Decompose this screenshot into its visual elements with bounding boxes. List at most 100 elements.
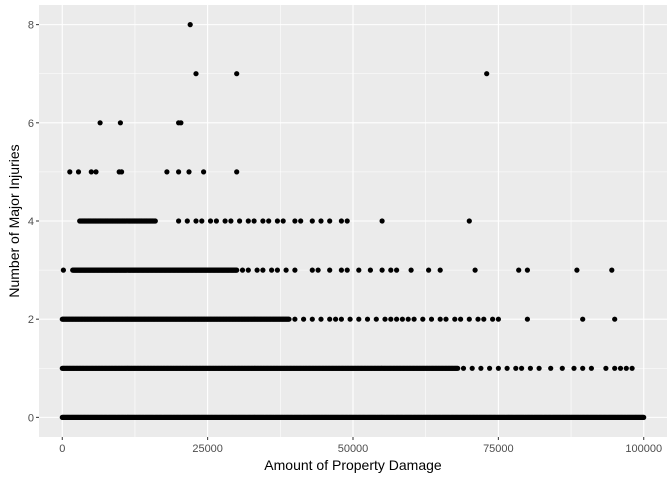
data-point: [548, 365, 554, 371]
data-point: [487, 365, 493, 371]
data-point: [629, 365, 635, 371]
data-point: [536, 365, 542, 371]
data-point: [475, 316, 481, 322]
data-point: [574, 267, 580, 273]
data-point: [201, 169, 207, 175]
data-point: [394, 267, 400, 273]
data-point: [280, 218, 286, 224]
data-point: [458, 316, 464, 322]
data-point: [367, 267, 373, 273]
data-point: [356, 316, 362, 322]
data-point: [60, 267, 66, 273]
data-point: [176, 169, 182, 175]
data-point: [283, 267, 289, 273]
data-point: [344, 218, 350, 224]
data-point: [513, 365, 519, 371]
data-point: [97, 120, 103, 126]
data-point: [516, 267, 522, 273]
y-tick-label: 2: [28, 314, 34, 326]
data-point: [327, 218, 333, 224]
data-point: [274, 267, 280, 273]
y-axis-title: Number of Major Injuries: [6, 144, 22, 297]
data-point: [88, 169, 94, 175]
data-point: [612, 316, 618, 322]
data-point: [245, 267, 251, 273]
y-tick-label: 6: [28, 118, 34, 130]
data-point: [199, 218, 205, 224]
data-point: [388, 267, 394, 273]
data-point: [437, 267, 443, 273]
data-point: [176, 218, 182, 224]
data-point: [580, 316, 586, 322]
data-point: [119, 169, 125, 175]
data-point: [93, 169, 99, 175]
data-point: [472, 267, 478, 273]
y-axis: 0 2 4 6 8: [28, 20, 39, 424]
data-point: [344, 267, 350, 273]
data-point: [237, 218, 243, 224]
data-point: [234, 169, 240, 175]
data-point: [408, 267, 414, 273]
data-point: [318, 218, 324, 224]
data-point: [379, 218, 385, 224]
data-point: [186, 169, 192, 175]
data-point: [527, 365, 534, 371]
data-point: [274, 218, 280, 224]
data-point: [617, 365, 624, 371]
data-point: [405, 316, 411, 322]
data-point: [298, 218, 304, 224]
y-tick-label: 8: [28, 20, 34, 32]
data-point: [379, 267, 385, 273]
data-point: [338, 267, 344, 273]
data-point: [239, 267, 246, 273]
data-point: [75, 169, 82, 175]
data-point: [338, 316, 344, 322]
data-point: [609, 267, 615, 273]
data-point: [338, 218, 344, 224]
data-point: [580, 365, 586, 371]
data-point: [260, 267, 266, 273]
data-point: [184, 218, 190, 224]
data-point: [164, 169, 170, 175]
data-point: [301, 316, 307, 322]
data-point: [193, 218, 199, 224]
data-point: [309, 218, 315, 224]
data-point: [251, 218, 257, 224]
data-point: [478, 365, 484, 371]
data-point: [292, 267, 298, 273]
data-point: [388, 316, 394, 322]
data-point: [269, 267, 275, 273]
data-point: [504, 365, 510, 371]
data-point: [260, 218, 266, 224]
data-point: [207, 218, 214, 224]
data-point: [420, 316, 426, 322]
data-point: [612, 365, 618, 371]
data-point: [318, 316, 324, 322]
y-tick-label: 0: [28, 412, 34, 424]
data-point: [466, 316, 472, 322]
data-point: [571, 365, 577, 371]
data-point: [641, 414, 647, 420]
data-point: [245, 218, 251, 224]
x-tick-label: 25000: [192, 443, 223, 455]
data-point: [484, 71, 490, 77]
data-point: [333, 316, 339, 322]
data-point: [623, 365, 629, 371]
data-point: [588, 365, 595, 371]
data-point: [213, 218, 219, 224]
data-point: [559, 365, 565, 371]
data-point: [524, 316, 531, 322]
data-point: [455, 365, 461, 371]
data-point: [495, 316, 501, 322]
data-point: [327, 316, 333, 322]
data-point: [524, 267, 531, 273]
data-point: [481, 316, 487, 322]
data-point: [382, 316, 388, 322]
data-point: [292, 316, 298, 322]
data-point: [152, 218, 158, 224]
data-point: [443, 316, 449, 322]
data-point: [437, 316, 443, 322]
data-point: [254, 267, 260, 273]
data-points: [59, 22, 647, 420]
